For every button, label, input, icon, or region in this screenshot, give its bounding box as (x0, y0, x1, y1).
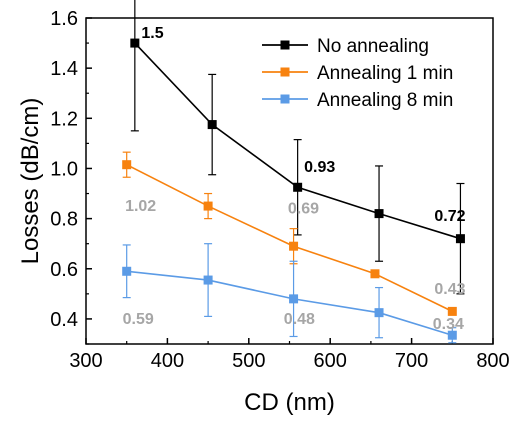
x-tick-label: 300 (69, 350, 102, 372)
data-point (122, 266, 132, 276)
data-point (293, 182, 303, 192)
legend-label: No annealing (317, 36, 429, 57)
series-line-1 (126, 163, 453, 313)
x-tick-label: 400 (151, 350, 184, 372)
data-point (370, 269, 380, 279)
data-point (374, 308, 384, 318)
legend-marker (280, 67, 290, 77)
data-point (374, 209, 384, 219)
data-label: 0.93 (304, 159, 335, 176)
data-label: 0.34 (433, 316, 464, 333)
data-label: 0.48 (284, 311, 315, 328)
x-tick-label: 500 (232, 350, 265, 372)
data-point (203, 275, 213, 285)
y-tick-label: 1.4 (50, 58, 78, 80)
legend-marker (280, 40, 290, 50)
data-point (130, 38, 140, 48)
y-tick-label: 0.6 (50, 259, 78, 281)
legend-label: Annealing 1 min (317, 63, 453, 84)
data-label: 0.59 (123, 311, 154, 328)
data-point (447, 330, 457, 340)
data-label: 0.69 (288, 201, 319, 218)
y-axis-title: Losses (dB/cm) (17, 98, 44, 265)
data-point (447, 306, 457, 316)
data-point (122, 160, 132, 170)
x-tick-label: 700 (395, 350, 428, 372)
y-tick-label: 0.8 (50, 209, 78, 231)
legend-marker (280, 94, 290, 104)
data-label: 0.43 (434, 281, 465, 298)
data-point (289, 294, 299, 304)
data-point (455, 234, 465, 244)
data-label: 0.72 (434, 208, 465, 225)
y-tick-label: 1.2 (50, 108, 78, 130)
x-axis-title: CD (nm) (244, 389, 335, 416)
data-label: 1.5 (141, 25, 163, 42)
x-tick-label: 600 (314, 350, 347, 372)
y-tick-label: 1.6 (50, 8, 78, 30)
data-point (203, 201, 213, 211)
legend-label: Annealing 8 min (317, 90, 453, 111)
x-tick-label: 800 (476, 350, 509, 372)
y-tick-label: 0.4 (50, 309, 78, 331)
data-point (289, 241, 299, 251)
data-label: 1.02 (125, 198, 156, 215)
y-tick-label: 1.0 (50, 158, 78, 180)
data-point (207, 120, 217, 130)
